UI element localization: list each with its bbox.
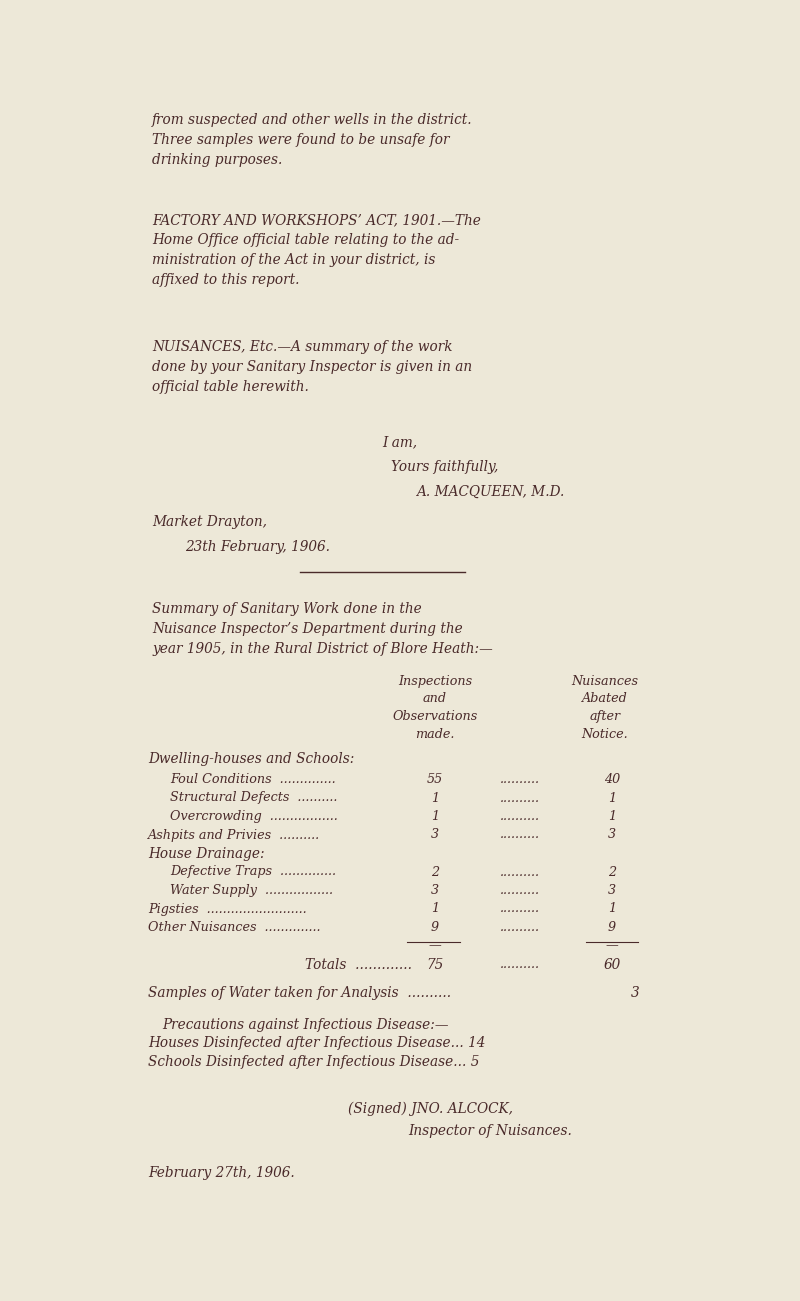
Text: NUISANCES, Etc.—A summary of the work
done by your Sanitary Inspector is given i: NUISANCES, Etc.—A summary of the work do… [152,340,472,394]
Text: Summary of Sanitary Work done in the
Nuisance Inspector’s Department during the
: Summary of Sanitary Work done in the Nui… [152,602,493,656]
Text: ..........: .......... [500,958,540,971]
Text: 23th February, 1906.: 23th February, 1906. [185,540,330,554]
Text: ..........: .......... [500,791,540,804]
Text: Dwelling-houses and Schools:: Dwelling-houses and Schools: [148,752,354,766]
Text: 1: 1 [431,791,439,804]
Text: Nuisances
Abated
after
Notice.: Nuisances Abated after Notice. [571,675,638,740]
Text: Market Drayton,: Market Drayton, [152,515,267,530]
Text: House Drainage:: House Drainage: [148,847,265,861]
Text: ..........: .......... [500,903,540,916]
Text: February 27th, 1906.: February 27th, 1906. [148,1166,294,1180]
Text: Other Nuisances  ..............: Other Nuisances .............. [148,921,321,934]
Text: (Signed) JNO. ALCOCK,: (Signed) JNO. ALCOCK, [347,1102,513,1116]
Text: Houses Disinfected after Infectious Disease... 14: Houses Disinfected after Infectious Dise… [148,1037,486,1050]
Text: 2: 2 [608,865,616,878]
Text: Ashpits and Privies  ..........: Ashpits and Privies .......... [148,829,320,842]
Text: from suspected and other wells in the district.
Three samples were found to be u: from suspected and other wells in the di… [152,113,473,167]
Text: Foul Conditions  ..............: Foul Conditions .............. [170,773,336,786]
Text: 1: 1 [431,811,439,824]
Text: Defective Traps  ..............: Defective Traps .............. [170,865,336,878]
Text: ..........: .......... [500,829,540,842]
Text: Schools Disinfected after Infectious Disease... 5: Schools Disinfected after Infectious Dis… [148,1055,479,1069]
Text: ..........: .......... [500,883,540,896]
Text: ..........: .......... [500,811,540,824]
Text: 1: 1 [608,791,616,804]
Text: —: — [429,939,442,952]
Text: Inspector of Nuisances.: Inspector of Nuisances. [408,1124,572,1137]
Text: 1: 1 [431,903,439,916]
Text: 3: 3 [608,883,616,896]
Text: 55: 55 [427,773,443,786]
Text: 3: 3 [608,829,616,842]
Text: A. MACQUEEN, M.D.: A. MACQUEEN, M.D. [416,485,564,500]
Text: FACTORY AND WORKSHOPS’ ACT, 1901.—The
Home Office official table relating to the: FACTORY AND WORKSHOPS’ ACT, 1901.—The Ho… [152,213,481,288]
Text: Inspections
and
Observations
made.: Inspections and Observations made. [392,675,478,740]
Text: I am,: I am, [382,435,418,449]
Text: 3: 3 [431,883,439,896]
Text: 3: 3 [630,986,639,1000]
Text: 2: 2 [431,865,439,878]
Text: ..........: .......... [500,865,540,878]
Text: 75: 75 [426,958,444,972]
Text: ..........: .......... [500,921,540,934]
Text: Overcrowding  .................: Overcrowding ................. [170,811,338,824]
Text: Yours faithfully,: Yours faithfully, [391,461,498,474]
Text: Pigsties  .........................: Pigsties ......................... [148,903,306,916]
Text: Precautions against Infectious Disease:—: Precautions against Infectious Disease:— [162,1017,449,1032]
Text: 9: 9 [608,921,616,934]
Text: —: — [606,939,618,952]
Text: ..........: .......... [500,773,540,786]
Text: Structural Defects  ..........: Structural Defects .......... [170,791,338,804]
Text: 3: 3 [431,829,439,842]
Text: Samples of Water taken for Analysis  ..........: Samples of Water taken for Analysis ....… [148,986,451,1000]
Text: 40: 40 [604,773,620,786]
Text: 1: 1 [608,811,616,824]
Text: 1: 1 [608,903,616,916]
Text: 9: 9 [431,921,439,934]
Text: Water Supply  .................: Water Supply ................. [170,883,333,896]
Text: Totals  .............: Totals ............. [305,958,412,972]
Text: 60: 60 [603,958,621,972]
